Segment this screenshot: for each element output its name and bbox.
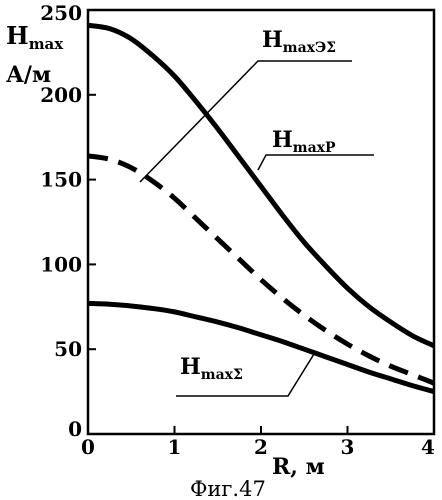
series-label-hmaxs-sub: maxΣ bbox=[201, 367, 243, 383]
y-axis-unit: А/м bbox=[6, 62, 51, 88]
y-axis-title-sub: max bbox=[29, 35, 65, 53]
y-axis-title: Hmax bbox=[6, 21, 64, 53]
x-axis-title: R, м bbox=[272, 454, 325, 480]
leader-line-hmaxp bbox=[258, 155, 374, 170]
series-leader-lines bbox=[140, 61, 374, 396]
y-tick-label: 100 bbox=[40, 252, 82, 276]
series-label-hmaxp-main: H bbox=[272, 127, 293, 153]
axis-ticks: 05010015020025001234 bbox=[40, 1, 435, 459]
plot-frame bbox=[88, 10, 434, 434]
series-label-hmaxes-main: H bbox=[262, 27, 283, 53]
series-layer bbox=[88, 25, 434, 391]
series-label-hmaxp: HmaxP bbox=[272, 127, 336, 156]
series-label-hmaxes-sub: maxЭΣ bbox=[283, 40, 336, 56]
y-axis-title-main: H bbox=[6, 21, 29, 50]
series-line-hmaxes bbox=[88, 25, 434, 346]
x-tick-label: 4 bbox=[421, 435, 435, 459]
y-tick-label: 150 bbox=[40, 168, 82, 192]
x-tick-label: 1 bbox=[168, 435, 182, 459]
x-tick-label: 2 bbox=[254, 435, 268, 459]
figure-caption: Фиг.47 bbox=[190, 477, 266, 500]
x-tick-label: 0 bbox=[81, 435, 95, 459]
series-label-hmaxs-main: H bbox=[180, 354, 201, 380]
series-label-hmaxs: HmaxΣ bbox=[180, 354, 243, 383]
series-label-hmaxp-sub: maxP bbox=[293, 140, 336, 156]
y-tick-label: 250 bbox=[40, 1, 82, 25]
series-label-hmaxes: HmaxЭΣ bbox=[262, 27, 336, 56]
x-tick-label: 3 bbox=[341, 435, 355, 459]
y-tick-label: 50 bbox=[54, 337, 82, 361]
y-tick-label: 0 bbox=[68, 417, 82, 441]
